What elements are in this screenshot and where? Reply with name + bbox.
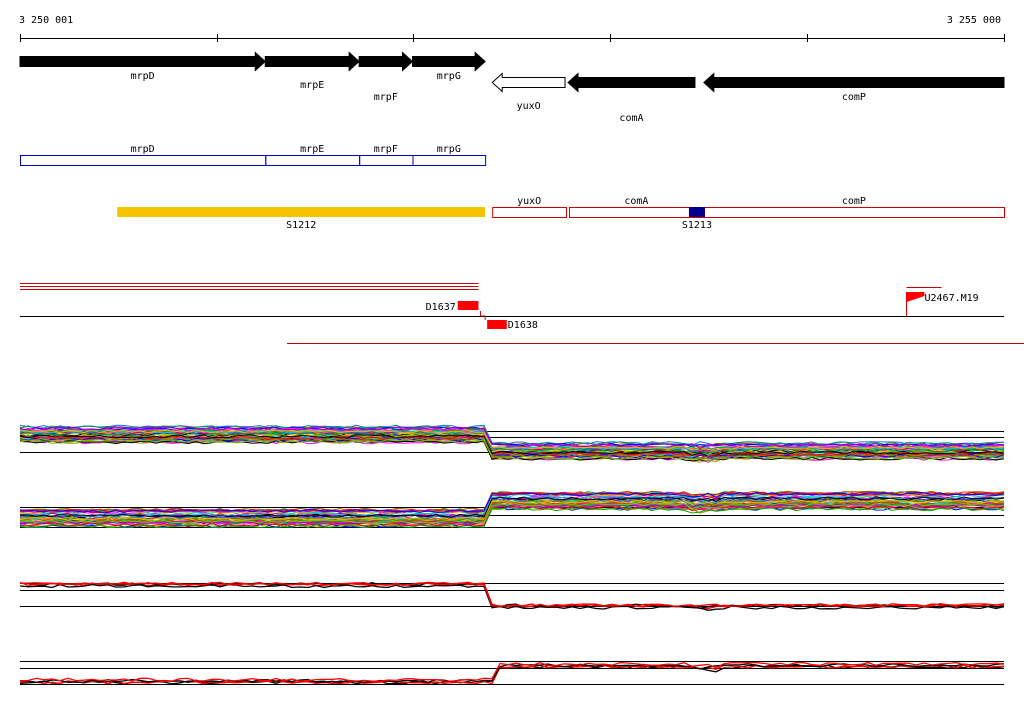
expression-trace — [19, 439, 1005, 462]
expression-trace — [20, 496, 1005, 518]
cds-block-mrpE — [265, 155, 361, 166]
expression-trace — [19, 502, 1005, 524]
expression-trace — [19, 505, 1005, 527]
feature-connector — [479, 311, 486, 320]
transcript-label-comA: comA — [624, 196, 648, 207]
segment-marker-S1213 — [688, 207, 705, 217]
gene-label-mrpD: mrpD — [131, 71, 155, 82]
expression-trace — [19, 499, 1005, 521]
expression-trace — [19, 581, 1005, 608]
coordinate-ruler — [20, 34, 1005, 42]
gene-arrow-comA — [567, 72, 696, 93]
gene-arrow-mrpF — [358, 51, 414, 72]
gene-arrow-comP — [703, 72, 1005, 93]
feature-label-D1637: D1637 — [426, 302, 456, 313]
feature-label-D1638: D1638 — [508, 320, 538, 331]
tss-flag-U2467.M19 — [906, 292, 925, 302]
cds-label-mrpE: mrpE — [300, 144, 324, 155]
gene-label-yuxO: yuxO — [517, 101, 541, 112]
cds-label-mrpF: mrpF — [374, 144, 398, 155]
transcript-label-S1212: S1212 — [286, 220, 316, 231]
transcript-yuxO — [492, 207, 568, 218]
cds-label-mrpD: mrpD — [131, 144, 155, 155]
coordinate-end-label: 3 255 000 — [947, 15, 1001, 26]
expression-trace — [19, 431, 1005, 454]
cds-block-mrpF — [359, 155, 414, 166]
transcript-comA — [568, 207, 705, 218]
cds-track: mrpD mrpE mrpF mrpG — [20, 144, 487, 166]
cds-label-mrpG: mrpG — [437, 144, 461, 155]
segment-label-S1213: S1213 — [682, 220, 712, 231]
gene-arrow-mrpE — [264, 51, 360, 72]
tss-label: U2467.M19 — [925, 293, 979, 304]
expression-trace — [19, 437, 1005, 460]
gene-label-mrpG: mrpG — [437, 71, 461, 82]
feature-D1638 — [487, 320, 507, 329]
expression-trace — [19, 492, 1005, 514]
gene-label-mrpE: mrpE — [300, 80, 324, 91]
gene-label-comP: comP — [842, 92, 866, 103]
expression-trace — [19, 426, 1005, 450]
expression-panel-1 — [19, 424, 1005, 463]
expression-trace — [19, 440, 1005, 462]
expression-panel-4 — [19, 661, 1005, 685]
expression-trace — [19, 507, 1005, 529]
gene-arrow-mrpD — [19, 51, 267, 72]
expression-trace — [19, 429, 1005, 451]
expression-panel-3 — [19, 581, 1005, 611]
cds-block-mrpD — [20, 155, 267, 166]
expression-trace — [19, 427, 1005, 452]
expression-trace — [19, 661, 1005, 682]
cds-block-mrpG — [412, 155, 487, 166]
expression-trace — [19, 424, 1005, 446]
feature-track: D1637 D1638 U2467.M19 — [20, 283, 1024, 344]
gene-arrow-mrpG — [411, 51, 486, 72]
transcript-label-yuxO: yuxO — [517, 196, 541, 207]
transcript-track: S1212 yuxO comA comP S1213 — [117, 196, 1005, 231]
feature-D1637 — [457, 301, 479, 310]
expression-trace — [19, 434, 1005, 457]
expression-trace — [19, 583, 1005, 611]
transcript-S1212 — [117, 207, 486, 217]
gene-track: mrpD mrpE mrpF mrpG yuxO comA comP — [19, 51, 1005, 124]
gene-arrow-yuxO — [491, 72, 566, 93]
gene-label-comA: comA — [619, 113, 643, 124]
expression-panel-2 — [19, 490, 1005, 529]
transcript-label-comP: comP — [842, 196, 866, 207]
expression-trace — [19, 433, 1005, 455]
gene-label-mrpF: mrpF — [374, 92, 398, 103]
expression-tracks — [19, 424, 1005, 685]
coordinate-start-label: 3 250 001 — [19, 15, 73, 26]
transcript-comP — [703, 207, 1005, 218]
